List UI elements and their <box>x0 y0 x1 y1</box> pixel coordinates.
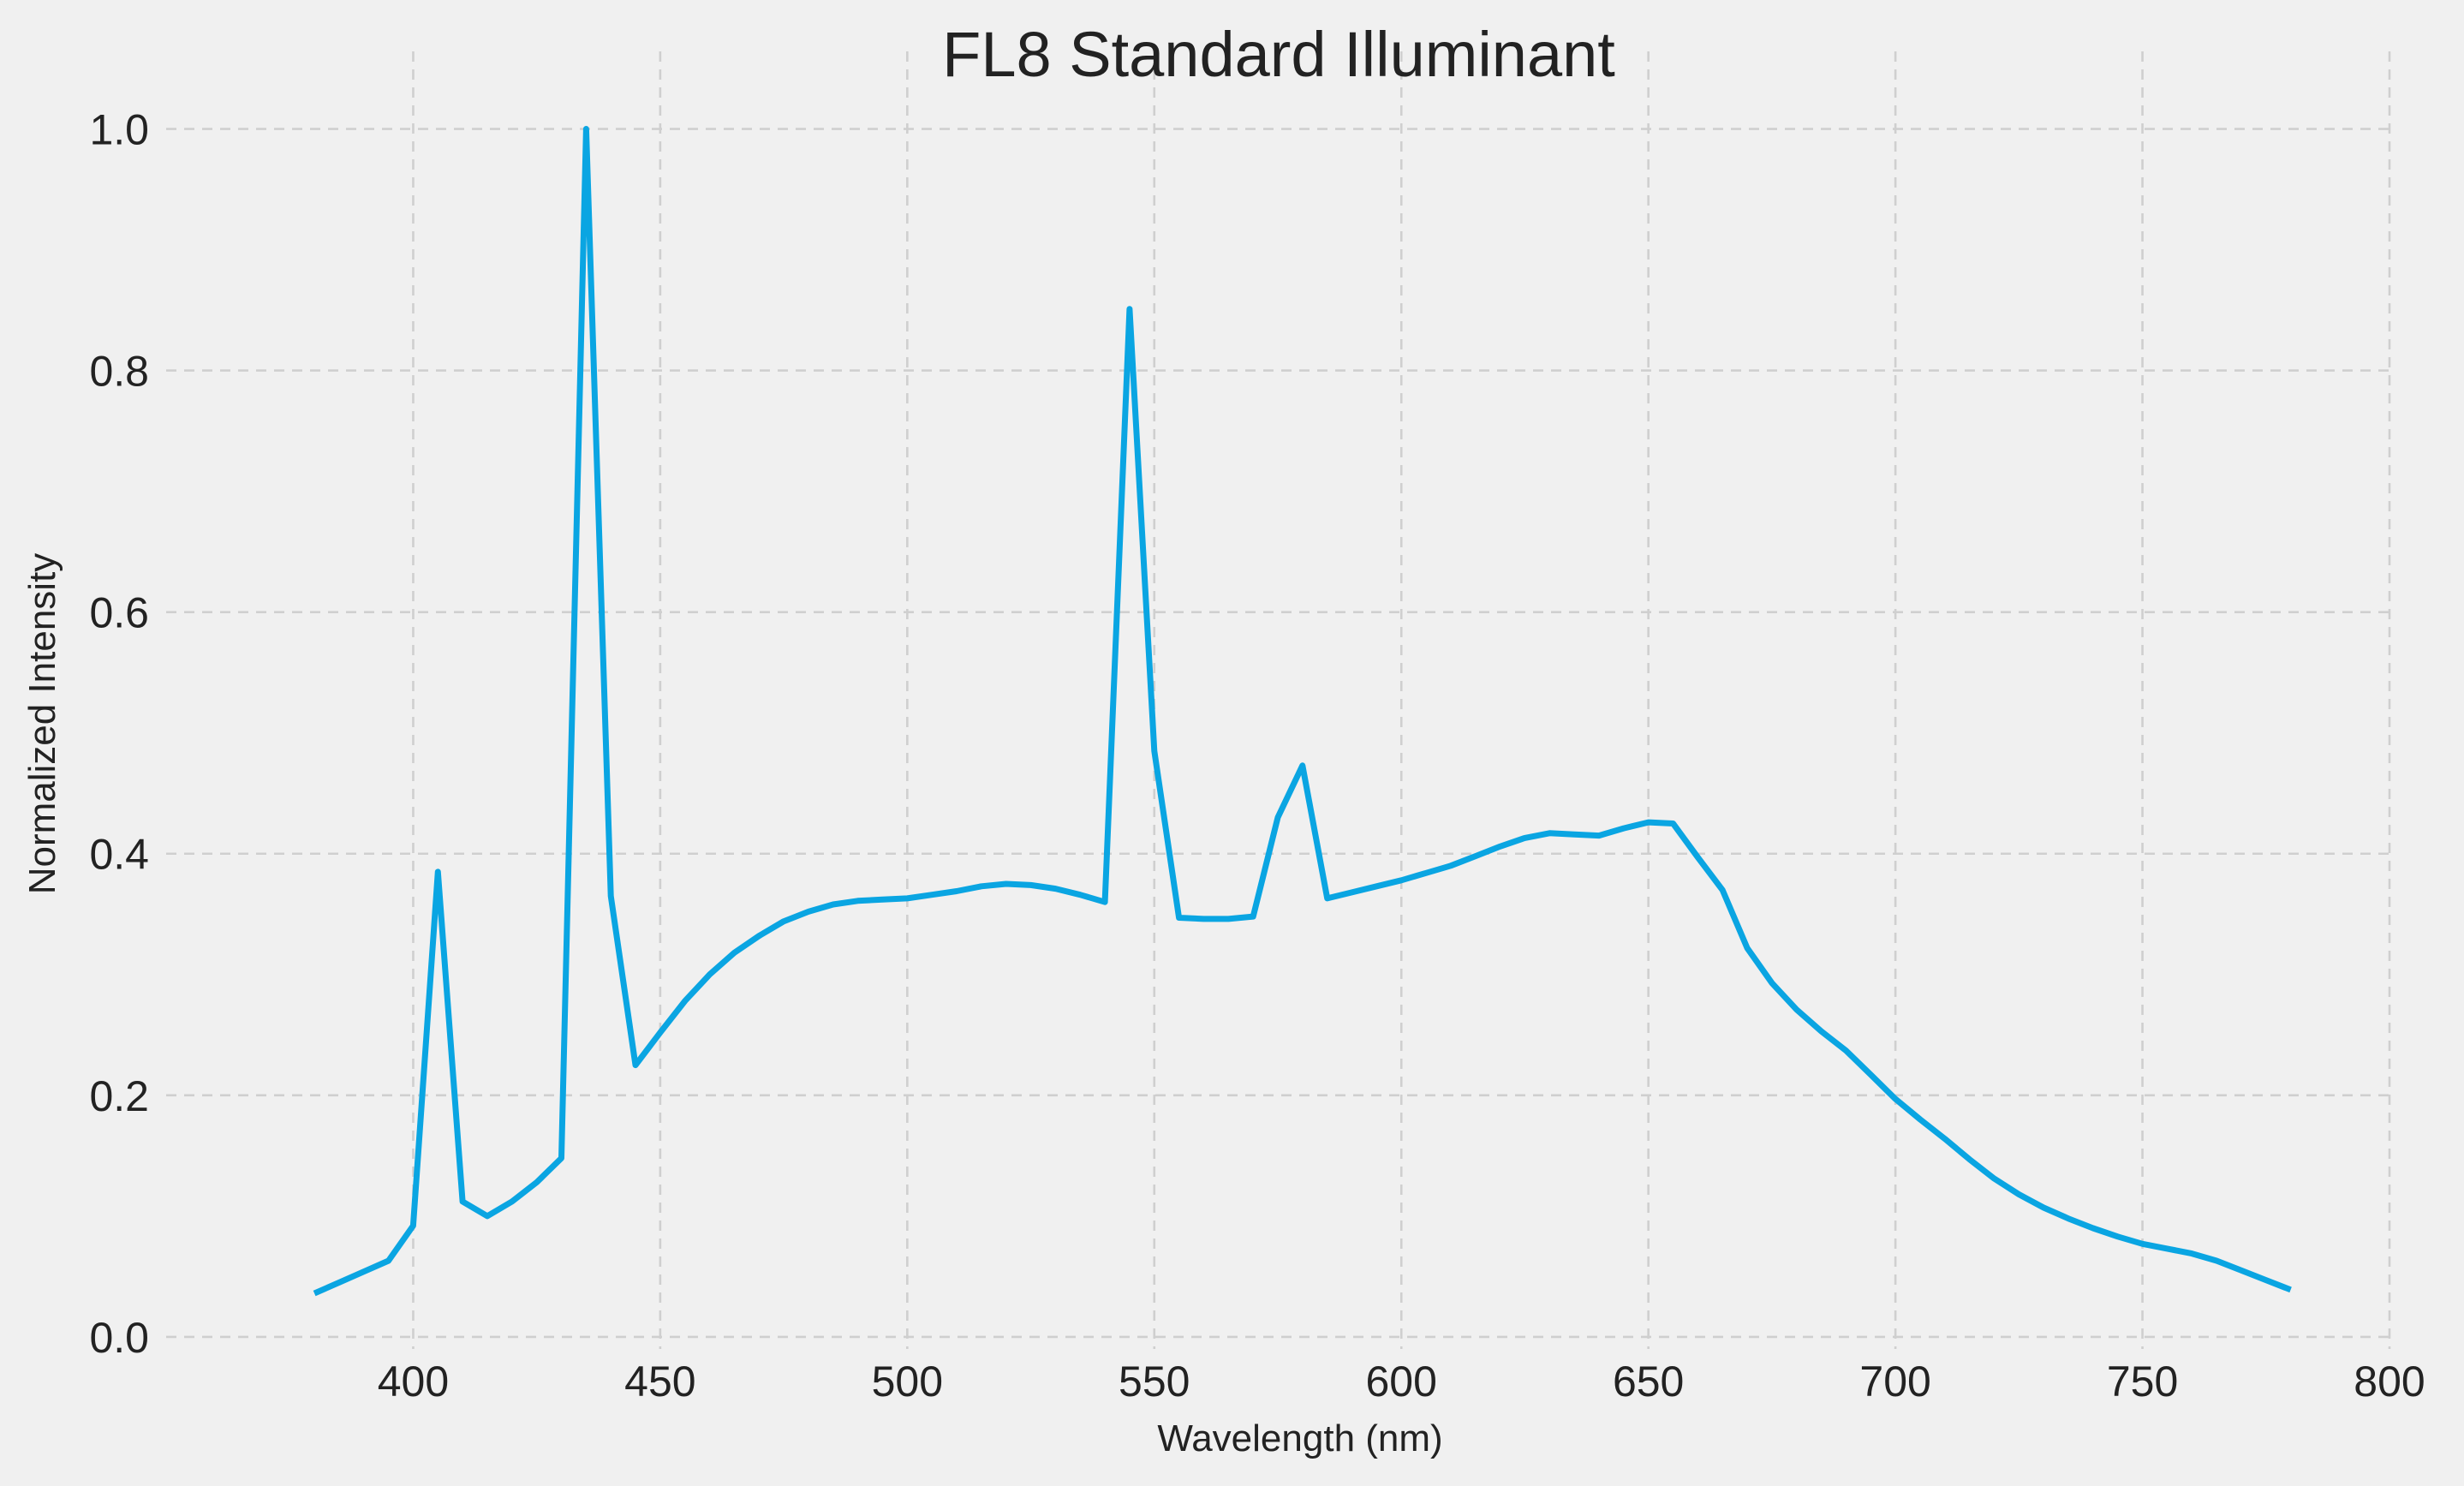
x-tick-label: 650 <box>1613 1358 1684 1405</box>
spectrum-line <box>313 126 2292 1297</box>
y-axis-label: Normalized Intensity <box>21 553 63 895</box>
x-tick-label: 750 <box>2107 1358 2178 1405</box>
horizontal-grid-lines <box>166 128 2389 1339</box>
x-axis-label: Wavelength (nm) <box>1157 1417 1442 1459</box>
x-tick-label: 400 <box>378 1358 449 1405</box>
y-tick-label: 0.0 <box>89 1314 149 1362</box>
x-tick-label: 800 <box>2354 1358 2425 1405</box>
y-tick-labels: 0.0 0.2 0.4 0.6 0.8 1.0 <box>89 106 149 1362</box>
x-tick-label: 550 <box>1119 1358 1190 1405</box>
y-tick-label: 0.4 <box>89 831 149 879</box>
x-tick-labels: 400 450 500 550 600 650 700 750 800 <box>378 1358 2425 1405</box>
y-tick-label: 0.8 <box>89 348 149 396</box>
vertical-grid-lines <box>412 51 2391 1349</box>
x-tick-label: 450 <box>624 1358 695 1405</box>
x-tick-label: 500 <box>872 1358 943 1405</box>
chart-title: FL8 Standard Illuminant <box>942 19 1615 90</box>
x-tick-label: 700 <box>1859 1358 1930 1405</box>
y-tick-label: 0.6 <box>89 589 149 637</box>
y-tick-label: 1.0 <box>89 106 149 154</box>
y-tick-label: 0.2 <box>89 1072 149 1120</box>
x-tick-label: 600 <box>1366 1358 1437 1405</box>
